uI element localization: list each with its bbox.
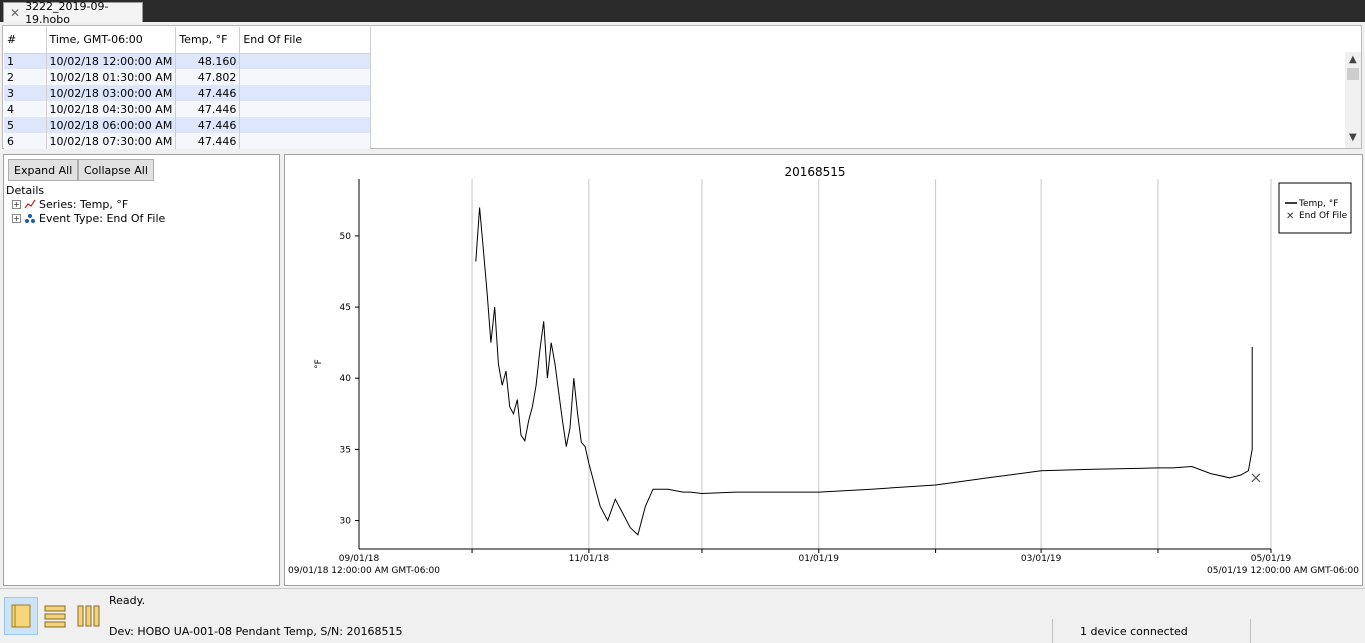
legend-x-marker-icon: ✕ xyxy=(1286,211,1294,222)
x-tick-label: 09/01/18 xyxy=(339,554,380,564)
row-index: 4 xyxy=(4,101,47,117)
expand-icon[interactable]: + xyxy=(12,199,21,209)
tree-item-series[interactable]: + Series: Temp, °F xyxy=(6,197,165,211)
row-time: 10/02/18 07:30:00 AM xyxy=(46,133,177,149)
row-time: 10/02/18 04:30:00 AM xyxy=(46,101,177,117)
legend-box xyxy=(1278,182,1352,234)
tree-item-event-type[interactable]: + Event Type: End Of File xyxy=(6,211,165,225)
notebook-icon xyxy=(11,604,31,628)
chart-axes: 30 35 40 45 50 09/01/18 11/01/18 01/01/19 03/01/… xyxy=(288,179,1359,576)
legend-entry-event: End Of File xyxy=(1299,211,1348,221)
row-temp: 47.802 xyxy=(175,69,241,85)
row-temp: 48.160 xyxy=(175,53,241,69)
x-range-start-label: 09/01/18 12:00:00 AM GMT-06:00 xyxy=(288,566,440,576)
row-temp: 47.446 xyxy=(175,133,241,149)
x-tick-label: 03/01/19 xyxy=(1021,554,1062,564)
row-end-of-file xyxy=(239,101,372,117)
details-tree: Details + Series: Temp, °F + Event Type:… xyxy=(6,183,165,225)
row-end-of-file xyxy=(239,133,372,149)
column-header-temp[interactable]: Temp, °F xyxy=(175,27,241,54)
row-temp: 47.446 xyxy=(175,85,241,101)
row-temp: 47.446 xyxy=(175,117,241,133)
row-time: 10/02/18 01:30:00 AM xyxy=(46,69,177,85)
document-tab-bar: ✕ 3222_2019-09-19.hobo xyxy=(0,0,1365,26)
tree-item-label: Series: Temp, °F xyxy=(39,197,129,211)
y-tick-label: 45 xyxy=(340,303,351,313)
view-rows-button[interactable] xyxy=(38,597,72,635)
end-of-file-marker xyxy=(1251,473,1261,483)
row-end-of-file xyxy=(239,85,372,101)
x-tick-label: 01/01/19 xyxy=(799,554,840,564)
x-tick-label: 05/01/19 xyxy=(1251,554,1292,564)
table-row[interactable]: 2 10/02/18 01:30:00 AM 47.802 xyxy=(4,69,372,85)
chart-legend: Temp, °F ✕ End Of File xyxy=(1278,182,1352,234)
x-tick-label: 11/01/18 xyxy=(569,554,610,564)
status-bar: Ready. Dev: HOBO UA-001-08 Pendant Temp,… xyxy=(0,588,1365,643)
device-connection-status: 1 device connected xyxy=(1080,625,1188,638)
device-info: Dev: HOBO UA-001-08 Pendant Temp, S/N: 2… xyxy=(109,625,403,638)
tab-title: 3222_2019-09-19.hobo xyxy=(25,0,109,26)
chart-grid xyxy=(471,179,1272,549)
chart-title: 20168515 xyxy=(784,165,845,179)
scrollbar-thumb[interactable] xyxy=(1347,68,1359,80)
row-end-of-file xyxy=(239,53,372,69)
series-line-icon xyxy=(24,199,36,209)
table-header-row: # Time, GMT-06:00 Temp, °F End Of File xyxy=(4,27,372,54)
table-row[interactable]: 1 10/02/18 12:00:00 AM 48.160 xyxy=(4,53,372,69)
row-index: 6 xyxy=(4,133,47,149)
temperature-chart[interactable]: 20168515 °F 30 35 40 45 50 09/01/18 11/01/18 01… xyxy=(285,155,1362,585)
column-header-index[interactable]: # xyxy=(4,27,47,54)
row-end-of-file xyxy=(239,117,372,133)
columns-layout-icon xyxy=(77,605,100,627)
collapse-all-button[interactable]: Collapse All xyxy=(78,159,154,181)
table-row[interactable]: 4 10/02/18 04:30:00 AM 47.446 xyxy=(4,101,372,117)
data-table: # Time, GMT-06:00 Temp, °F End Of File 1… xyxy=(4,27,372,149)
details-pane: Expand All Collapse All Details + Series… xyxy=(3,154,280,586)
table-row[interactable]: 6 10/02/18 07:30:00 AM 47.446 xyxy=(4,133,372,149)
event-markers xyxy=(1251,473,1261,483)
y-tick-label: 50 xyxy=(340,232,352,242)
row-time: 10/02/18 03:00:00 AM xyxy=(46,85,177,101)
table-row[interactable]: 3 10/02/18 03:00:00 AM 47.446 xyxy=(4,85,372,101)
status-message: Ready. xyxy=(109,594,146,607)
y-tick-label: 40 xyxy=(340,374,352,384)
column-header-time[interactable]: Time, GMT-06:00 xyxy=(46,27,177,54)
row-index: 5 xyxy=(4,117,47,133)
row-time: 10/02/18 12:00:00 AM xyxy=(46,53,177,69)
y-axis-label: °F xyxy=(314,359,324,369)
table-vertical-scrollbar[interactable]: ▲ ▼ xyxy=(1345,52,1361,148)
row-end-of-file xyxy=(239,69,372,85)
event-cluster-icon xyxy=(25,214,35,223)
scroll-up-icon[interactable]: ▲ xyxy=(1349,54,1357,65)
row-index: 3 xyxy=(4,85,47,101)
expand-all-button[interactable]: Expand All xyxy=(8,159,79,181)
y-tick-label: 30 xyxy=(340,517,352,527)
rows-layout-icon xyxy=(44,605,66,628)
tree-item-label: Event Type: End Of File xyxy=(39,211,166,225)
table-row[interactable]: 5 10/02/18 06:00:00 AM 47.446 xyxy=(4,117,372,133)
view-columns-button[interactable] xyxy=(72,597,106,635)
details-header: Details xyxy=(6,183,45,197)
scroll-down-icon[interactable]: ▼ xyxy=(1349,132,1357,143)
document-tab[interactable]: ✕ 3222_2019-09-19.hobo xyxy=(3,0,143,26)
close-tab-icon[interactable]: ✕ xyxy=(10,5,21,20)
column-header-end-of-file[interactable]: End Of File xyxy=(239,27,372,54)
x-range-end-label: 05/01/19 12:00:00 AM GMT-06:00 xyxy=(1207,566,1359,576)
chart-pane: 20168515 °F 30 35 40 45 50 09/01/18 11/01/18 01… xyxy=(284,154,1363,586)
row-temp: 47.446 xyxy=(175,101,241,117)
row-index: 2 xyxy=(4,69,47,85)
status-divider xyxy=(1052,619,1053,643)
legend-entry-series: Temp, °F xyxy=(1298,199,1338,209)
row-index: 1 xyxy=(4,53,47,69)
view-notebook-button[interactable] xyxy=(4,597,38,635)
row-time: 10/02/18 06:00:00 AM xyxy=(46,117,177,133)
data-table-pane: # Time, GMT-06:00 Temp, °F End Of File 1… xyxy=(2,25,1362,149)
series-line-temp xyxy=(475,207,1253,536)
status-divider xyxy=(1250,619,1251,643)
y-tick-label: 35 xyxy=(340,445,351,455)
expand-icon[interactable]: + xyxy=(12,213,21,223)
